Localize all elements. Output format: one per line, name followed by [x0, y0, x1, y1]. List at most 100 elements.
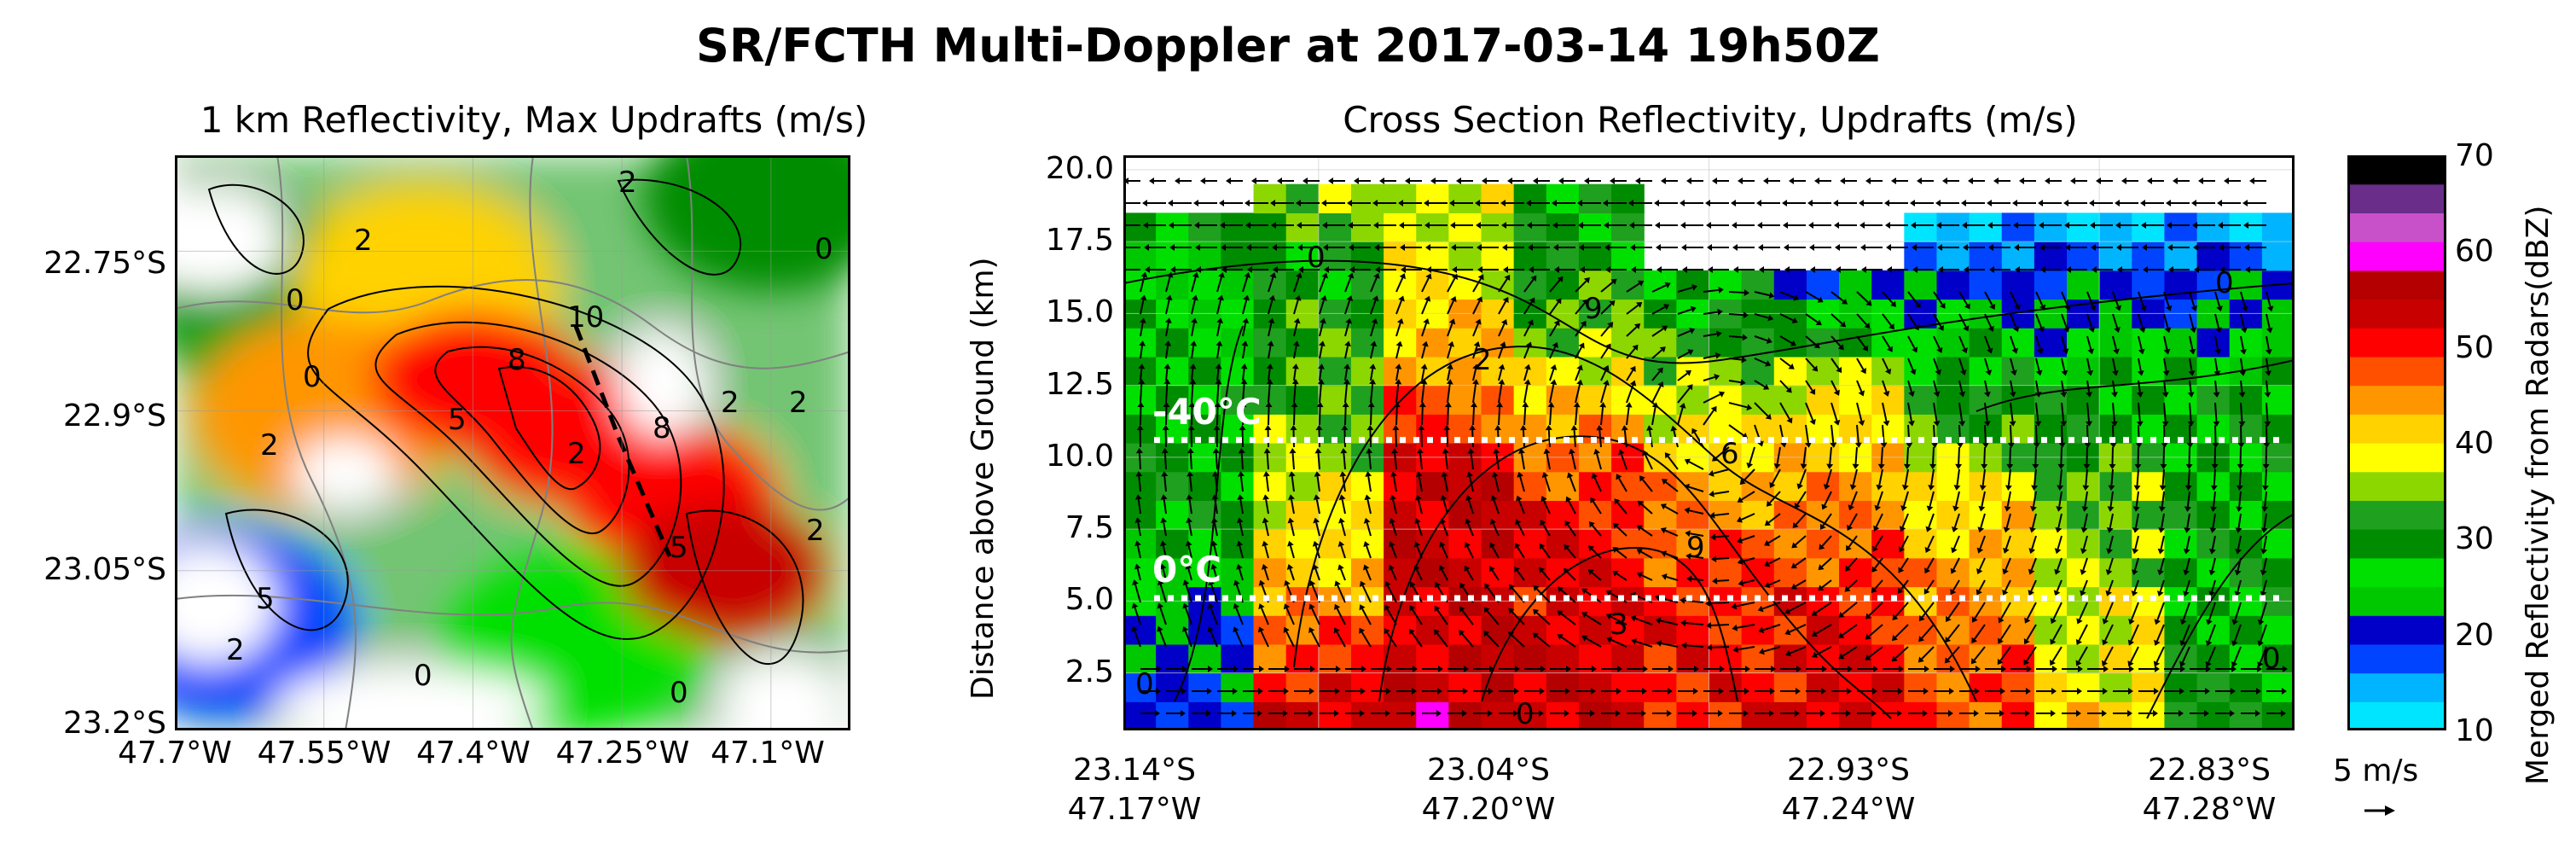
- wind-vector-head: [1616, 474, 1622, 480]
- wind-vector: [1210, 631, 1218, 648]
- cross-section-cell: [2034, 529, 2068, 559]
- wind-vector-head: [1212, 448, 1220, 454]
- wind-vector-head: [1266, 364, 1273, 369]
- wind-vector: [1498, 323, 1506, 337]
- wind-vector: [1779, 335, 1793, 345]
- wind-vector: [1369, 429, 1372, 448]
- wind-vector: [1984, 313, 1993, 328]
- wind-vector-head: [2283, 666, 2288, 672]
- wind-vector: [1498, 278, 1508, 293]
- wind-vector-head: [1764, 561, 1771, 567]
- cross-section-cell: [1285, 328, 1320, 358]
- cross-section-cell: [1123, 701, 1157, 730]
- wind-vector-head: [2082, 485, 2090, 491]
- wind-vector-head: [1978, 505, 1986, 512]
- wind-vector: [1685, 644, 1704, 648]
- cross-section-cell: [1221, 212, 1255, 242]
- wind-vector-head: [2194, 266, 2199, 273]
- wind-vector-head: [2078, 666, 2083, 672]
- wind-vector-head: [1473, 340, 1481, 347]
- wind-vector: [1677, 308, 1692, 315]
- wind-vector: [2208, 602, 2216, 621]
- wind-vector: [1344, 383, 1348, 404]
- wind-vector-head: [1244, 272, 1251, 278]
- wind-vector-head: [2231, 688, 2236, 695]
- wind-vector: [1714, 446, 1730, 459]
- wind-vector-head: [1950, 567, 1957, 574]
- wind-vector: [1417, 499, 1423, 515]
- wind-vector-head: [1962, 222, 1967, 229]
- wind-vector: [1395, 300, 1402, 315]
- left-map-plot: 10 8 8 5 2 2 2 0 2 2 5 0 0 0 2 2 0 5 2: [175, 155, 850, 730]
- wind-vector: [1690, 532, 1704, 537]
- wind-vector-head: [1839, 321, 1847, 328]
- wind-vector-head: [2266, 305, 2274, 312]
- wind-vector-head: [1685, 369, 1691, 376]
- wind-vector-head: [1464, 565, 1471, 572]
- wind-vector: [1856, 291, 1869, 304]
- wind-vector: [1754, 402, 1769, 417]
- wind-vector: [2211, 557, 2216, 571]
- wind-vector: [2057, 535, 2063, 550]
- wind-vector: [2112, 291, 2120, 307]
- wind-vector-head: [1693, 688, 1698, 695]
- wind-vector-head: [1953, 485, 1961, 491]
- cross-section-cell: [1741, 529, 1775, 559]
- cross-section-cell: [2229, 241, 2263, 271]
- wind-vector-head: [2050, 659, 2056, 666]
- wind-vector-head: [2231, 619, 2239, 625]
- wind-vector-head: [2180, 666, 2185, 672]
- wind-vector-head: [1181, 688, 1186, 695]
- wind-vector: [1933, 380, 1938, 393]
- wind-vector: [1470, 453, 1474, 470]
- wind-vector-head: [1929, 463, 1937, 469]
- wind-vector-head: [1471, 402, 1478, 408]
- wind-vector-head: [1576, 379, 1583, 386]
- wind-vector: [1805, 291, 1820, 300]
- wind-vector: [1447, 346, 1453, 359]
- wind-vector: [1709, 602, 1730, 605]
- cross-section-cell: [2261, 701, 2295, 730]
- wind-vector-head: [2158, 506, 2166, 512]
- wind-vector: [2266, 358, 2270, 371]
- cross-section-cell: [1285, 672, 1320, 702]
- cross-section-cell: [2001, 212, 2035, 242]
- wind-vector-head: [2257, 661, 2264, 668]
- right-ytick-label: 20.0: [1045, 151, 1114, 186]
- wind-vector: [1361, 585, 1372, 603]
- wind-vector-head: [1918, 636, 1925, 643]
- wind-vector-head: [1547, 402, 1555, 408]
- wind-vector: [1213, 545, 1218, 559]
- wind-vector: [1368, 452, 1372, 470]
- wind-vector-head: [1138, 364, 1146, 369]
- wind-vector: [1535, 612, 1551, 625]
- wind-vector-head: [1938, 324, 1944, 331]
- right-xtick-lon: 47.24°W: [1781, 792, 1916, 827]
- wind-vector: [1978, 557, 1986, 571]
- wind-vector: [2161, 491, 2165, 507]
- wind-vector: [2240, 380, 2243, 393]
- wind-vector-head: [1190, 340, 1198, 346]
- wind-vector-head: [2161, 442, 2168, 448]
- wind-vector-head: [1563, 567, 1570, 574]
- wind-vector-head: [1664, 282, 1671, 288]
- wind-vector: [2159, 579, 2165, 592]
- wind-vector-head: [1359, 580, 1366, 587]
- wind-vector-head: [1321, 272, 1328, 279]
- reference-vector-arrow: [2364, 806, 2395, 816]
- cross-section-cell: [2261, 615, 2295, 645]
- cross-section-cell: [1611, 212, 1645, 242]
- wind-vector-head: [2218, 222, 2223, 229]
- wind-vector-head: [2213, 392, 2220, 398]
- wind-vector-head: [1508, 608, 1515, 614]
- left-contour-line: [685, 509, 804, 666]
- wind-vector-head: [1968, 177, 1973, 184]
- wind-vector: [1268, 276, 1274, 293]
- wind-vector-head: [1636, 525, 1644, 532]
- wind-vector-head: [1415, 471, 1423, 478]
- wind-vector-head: [1667, 710, 1672, 717]
- wind-vector: [2189, 402, 2192, 422]
- cross-section-cell: [1285, 241, 1320, 271]
- wind-vector: [1952, 579, 1960, 591]
- wind-vector-head: [2216, 305, 2223, 312]
